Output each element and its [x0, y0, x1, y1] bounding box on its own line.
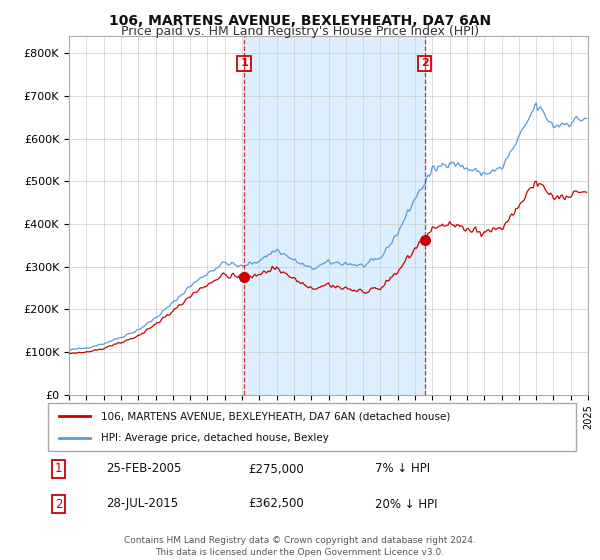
- Text: 106, MARTENS AVENUE, BEXLEYHEATH, DA7 6AN: 106, MARTENS AVENUE, BEXLEYHEATH, DA7 6A…: [109, 14, 491, 28]
- Text: HPI: Average price, detached house, Bexley: HPI: Average price, detached house, Bexl…: [101, 433, 329, 443]
- Text: £362,500: £362,500: [248, 497, 304, 511]
- Text: Contains HM Land Registry data © Crown copyright and database right 2024.
This d: Contains HM Land Registry data © Crown c…: [124, 536, 476, 557]
- Text: 28-JUL-2015: 28-JUL-2015: [106, 497, 178, 511]
- FancyBboxPatch shape: [48, 403, 576, 451]
- Text: 1: 1: [240, 58, 248, 68]
- Text: 20% ↓ HPI: 20% ↓ HPI: [376, 497, 438, 511]
- Text: 1: 1: [55, 463, 62, 475]
- Text: 25-FEB-2005: 25-FEB-2005: [106, 463, 181, 475]
- Text: 106, MARTENS AVENUE, BEXLEYHEATH, DA7 6AN (detached house): 106, MARTENS AVENUE, BEXLEYHEATH, DA7 6A…: [101, 411, 450, 421]
- Text: 2: 2: [55, 497, 62, 511]
- Bar: [244, 36, 425, 395]
- Text: 7% ↓ HPI: 7% ↓ HPI: [376, 463, 430, 475]
- Text: Price paid vs. HM Land Registry's House Price Index (HPI): Price paid vs. HM Land Registry's House …: [121, 25, 479, 38]
- Text: £275,000: £275,000: [248, 463, 304, 475]
- Text: 2: 2: [421, 58, 428, 68]
